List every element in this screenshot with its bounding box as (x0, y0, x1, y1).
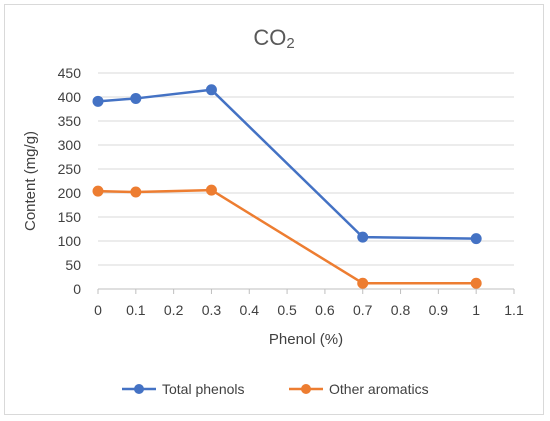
gridlines (98, 72, 514, 266)
data-point (357, 231, 369, 243)
data-point (470, 277, 482, 289)
legend-marker (134, 384, 144, 394)
y-tick-label: 250 (58, 161, 82, 177)
y-tick-label: 300 (58, 137, 82, 153)
data-point (470, 233, 482, 245)
y-tick-label: 400 (58, 89, 82, 105)
data-point (92, 185, 104, 197)
x-tick-label: 0 (94, 302, 102, 318)
y-tick-label: 350 (58, 113, 82, 129)
chart-title-subscript: 2 (286, 35, 294, 52)
y-tick-label: 100 (58, 233, 82, 249)
x-tick-label: 1.1 (504, 302, 524, 318)
legend-label: Total phenols (162, 381, 245, 397)
data-point (92, 95, 104, 107)
series-line (97, 88, 477, 240)
x-tick-label: 0.7 (353, 302, 373, 318)
x-tick-label: 0.4 (240, 302, 260, 318)
x-tick-label: 0.2 (164, 302, 184, 318)
x-axis-ticks: 0 0.1 0.2 0.3 0.4 0.5 0.6 0.7 0.8 0.9 1 1.1 (94, 289, 524, 318)
x-axis-label: Phenol (%) (269, 331, 343, 348)
x-tick-label: 1 (472, 302, 480, 318)
data-point (130, 186, 142, 198)
data-point (357, 277, 369, 289)
series-1 (92, 184, 482, 289)
y-tick-label: 50 (65, 257, 81, 273)
x-tick-label: 0.6 (315, 302, 335, 318)
legend-label: Other aromatics (329, 381, 429, 397)
y-tick-label: 450 (58, 65, 82, 81)
legend: Total phenols Other aromatics (122, 381, 429, 397)
chart-title-main: CO (253, 25, 286, 50)
data-point (205, 184, 217, 196)
legend-marker (301, 384, 311, 394)
x-tick-label: 0.3 (202, 302, 222, 318)
y-tick-label: 200 (58, 185, 82, 201)
y-tick-label: 150 (58, 209, 82, 225)
y-axis-label: Content (mg/g) (22, 131, 39, 231)
data-point (130, 92, 142, 104)
y-tick-label: 0 (73, 281, 81, 297)
x-tick-label: 0.8 (391, 302, 411, 318)
x-tick-label: 0.5 (277, 302, 297, 318)
legend-item: Total phenols (122, 381, 245, 397)
x-tick-label: 0.1 (126, 302, 146, 318)
chart-title: CO2 (253, 25, 294, 52)
series-0 (92, 84, 482, 245)
x-tick-label: 0.9 (429, 302, 449, 318)
data-point (205, 84, 217, 96)
y-axis-ticks: 0 50 100 150 200 250 300 350 400 450 (58, 65, 82, 297)
legend-item: Other aromatics (289, 381, 429, 397)
series-layer (92, 84, 482, 289)
